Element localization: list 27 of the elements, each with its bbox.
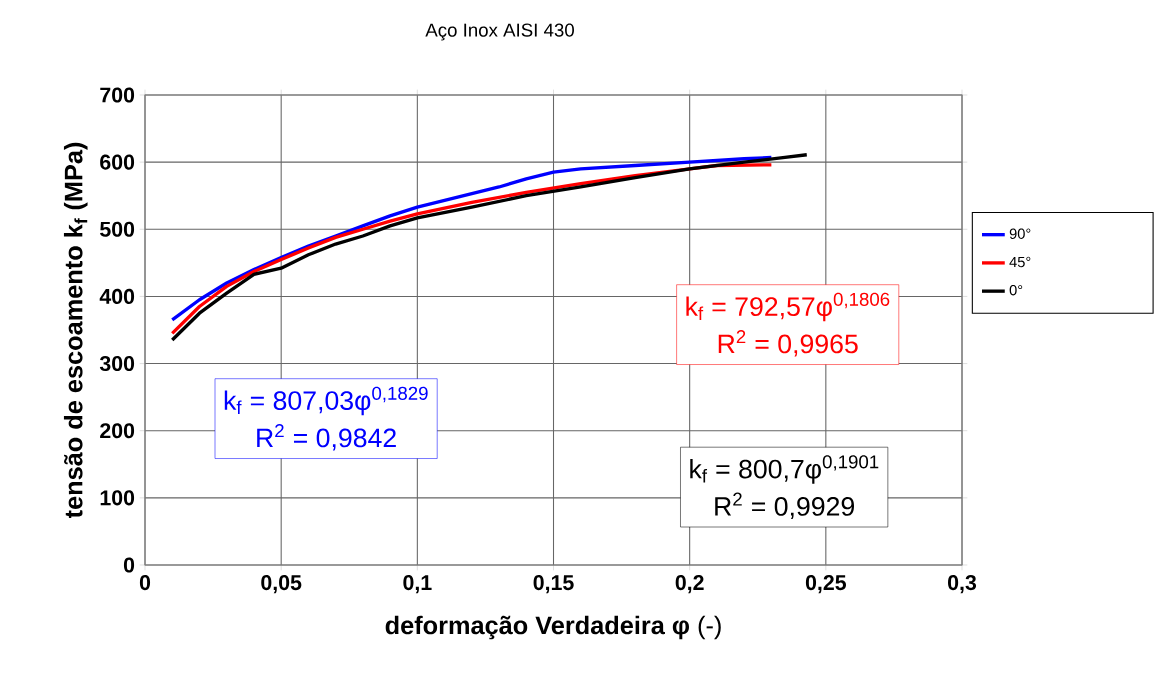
x-tick-label: 0,1 bbox=[403, 575, 432, 594]
chart-title: Aço Inox AISI 430 bbox=[425, 23, 574, 41]
annotation: k$_{f}$ = 807,03φ$^{0,1829}$ bbox=[224, 386, 428, 416]
x-tick-label: 0 bbox=[139, 575, 151, 591]
x-tick-label: 0,05 bbox=[261, 575, 302, 594]
y-tick-label: 0 bbox=[123, 557, 135, 573]
y-tick-label: 500 bbox=[100, 221, 135, 237]
x-tick-label: 0,25 bbox=[805, 575, 846, 594]
y-tick-label: 600 bbox=[100, 154, 135, 170]
y-tick-label: 300 bbox=[99, 356, 135, 372]
annotation: R$^{2}$ = 0,9929 bbox=[715, 492, 855, 519]
x-tick-label: 0,3 bbox=[948, 575, 977, 594]
y-tick-label: 200 bbox=[100, 423, 135, 439]
y-axis-title: tensão de escoamento k$_{f}$ (MPa) bbox=[63, 142, 88, 519]
y-tick-label: 100 bbox=[100, 490, 135, 506]
legend-label: 45° bbox=[1009, 256, 1031, 268]
legend-label: 90° bbox=[1009, 228, 1031, 239]
y-tick-label: 400 bbox=[99, 288, 135, 304]
y-tick-label: 700 bbox=[100, 87, 135, 103]
annotation: k$_{f}$ = 792,57φ$^{0,1806}$ bbox=[686, 292, 890, 322]
annotation: R$^{2}$ = 0,9965 bbox=[718, 330, 858, 357]
x-tick-label: 0,15 bbox=[533, 575, 574, 594]
annotation: R$^{2}$ = 0,9842 bbox=[257, 424, 396, 451]
x-axis-title: deformação Verdadeira φ (-) bbox=[385, 615, 721, 640]
annotation: k$_{f}$ = 800,7φ$^{0,1901}$ bbox=[690, 455, 879, 484]
legend-label: 0° bbox=[1009, 285, 1023, 296]
x-tick-label: 0,2 bbox=[675, 575, 704, 594]
